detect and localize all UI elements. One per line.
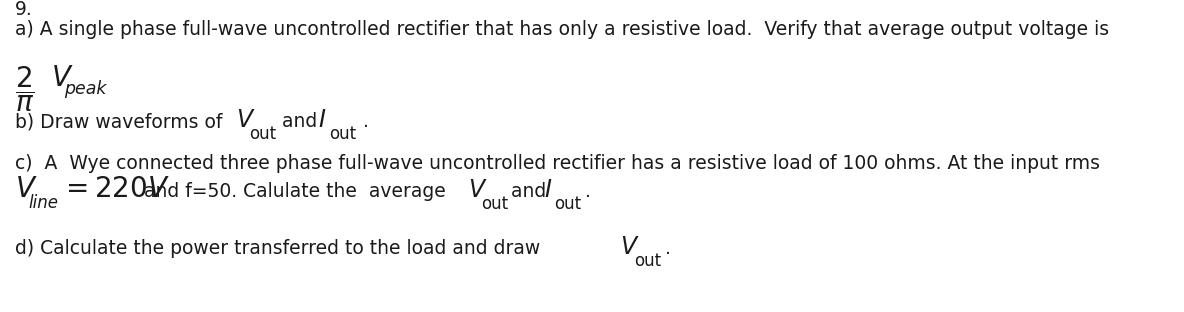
- Text: 9.: 9.: [15, 0, 33, 19]
- Text: a) A single phase full-wave uncontrolled rectifier that has only a resistive loa: a) A single phase full-wave uncontrolled…: [15, 20, 1109, 39]
- Text: $\dfrac{2}{\pi}$: $\dfrac{2}{\pi}$: [15, 64, 34, 114]
- Text: peak: peak: [64, 80, 107, 98]
- Text: out: out: [554, 195, 581, 213]
- Text: $V$: $V$: [468, 178, 488, 202]
- Text: .: .: [358, 112, 369, 131]
- Text: and: and: [276, 112, 323, 131]
- Text: .: .: [659, 239, 671, 258]
- Text: out: out: [249, 125, 276, 143]
- Text: line: line: [28, 194, 58, 212]
- Text: $V$: $V$: [15, 175, 38, 203]
- Text: c)  A  Wye connected three phase full-wave uncontrolled rectifier has a resistiv: c) A Wye connected three phase full-wave…: [15, 154, 1100, 173]
- Text: out: out: [481, 195, 508, 213]
- Text: out: out: [633, 252, 661, 270]
- Text: $I$: $I$: [543, 178, 552, 202]
- Text: d) Calculate the power transferred to the load and draw: d) Calculate the power transferred to th…: [15, 239, 546, 258]
- Text: $V$: $V$: [620, 235, 639, 259]
- Text: out: out: [329, 125, 356, 143]
- Text: and f=50. Calulate the  average: and f=50. Calulate the average: [139, 182, 452, 201]
- Text: $V$: $V$: [236, 108, 256, 132]
- Text: b) Draw waveforms of: b) Draw waveforms of: [15, 112, 229, 131]
- Text: $V$: $V$: [51, 64, 73, 92]
- Text: and: and: [506, 182, 552, 201]
- Text: .: .: [579, 182, 591, 201]
- Text: $I$: $I$: [318, 108, 327, 132]
- Text: $= 220V$: $= 220V$: [60, 175, 169, 203]
